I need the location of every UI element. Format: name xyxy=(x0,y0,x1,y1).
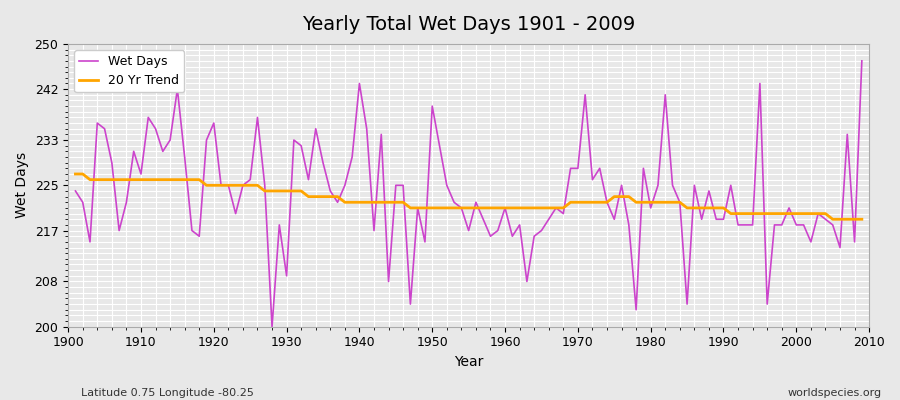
Y-axis label: Wet Days: Wet Days xyxy=(15,152,29,218)
Text: worldspecies.org: worldspecies.org xyxy=(788,388,882,398)
20 Yr Trend xyxy=(332,194,343,199)
20 Yr Trend xyxy=(289,188,300,193)
Wet Days xyxy=(266,324,277,329)
Wet Days xyxy=(507,234,517,239)
20 Yr Trend xyxy=(500,206,510,210)
20 Yr Trend xyxy=(827,217,838,222)
Wet Days xyxy=(857,58,868,63)
Line: 20 Yr Trend: 20 Yr Trend xyxy=(76,174,862,219)
Title: Yearly Total Wet Days 1901 - 2009: Yearly Total Wet Days 1901 - 2009 xyxy=(302,15,635,34)
Wet Days xyxy=(70,188,81,193)
Wet Days xyxy=(500,206,510,210)
20 Yr Trend xyxy=(857,217,868,222)
20 Yr Trend xyxy=(492,206,503,210)
Wet Days xyxy=(296,143,307,148)
Legend: Wet Days, 20 Yr Trend: Wet Days, 20 Yr Trend xyxy=(75,50,184,92)
Wet Days xyxy=(129,149,140,154)
20 Yr Trend xyxy=(587,200,598,205)
Line: Wet Days: Wet Days xyxy=(76,61,862,327)
Wet Days xyxy=(339,183,350,188)
20 Yr Trend xyxy=(70,172,81,176)
Wet Days xyxy=(594,166,605,171)
Text: Latitude 0.75 Longitude -80.25: Latitude 0.75 Longitude -80.25 xyxy=(81,388,254,398)
20 Yr Trend xyxy=(129,177,140,182)
X-axis label: Year: Year xyxy=(454,355,483,369)
